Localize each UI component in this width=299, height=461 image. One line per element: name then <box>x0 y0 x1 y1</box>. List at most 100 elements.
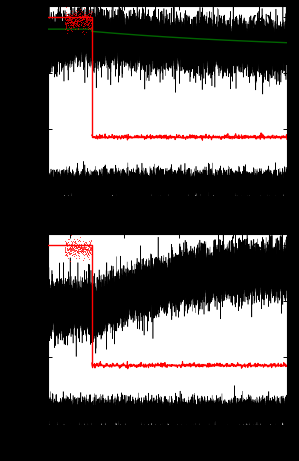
Point <box>78 12 83 20</box>
Point <box>68 19 73 26</box>
Point <box>69 241 74 248</box>
Point <box>80 16 85 23</box>
Point <box>63 247 68 254</box>
Point <box>70 27 75 35</box>
Point <box>89 10 94 18</box>
Point <box>72 240 77 248</box>
Point <box>86 249 91 257</box>
Point <box>71 236 76 243</box>
Point <box>82 252 86 259</box>
Point <box>78 14 83 22</box>
Point <box>85 248 90 255</box>
Point <box>86 12 90 19</box>
Point <box>75 18 80 25</box>
Point <box>84 15 89 22</box>
Point <box>87 15 92 22</box>
Point <box>88 12 93 20</box>
Point <box>67 242 72 249</box>
Point <box>72 249 77 256</box>
Point <box>77 247 82 254</box>
Point <box>70 245 75 252</box>
Point <box>72 18 77 25</box>
Point <box>71 245 76 252</box>
Point <box>71 18 75 26</box>
Point <box>76 12 81 19</box>
Point <box>85 17 90 24</box>
Point <box>76 242 81 249</box>
Point <box>71 15 76 22</box>
Point <box>79 18 84 25</box>
Point <box>70 21 74 29</box>
Point <box>75 22 80 30</box>
Point <box>86 245 90 252</box>
Point <box>66 14 71 21</box>
Point <box>85 18 90 26</box>
Point <box>80 13 85 21</box>
Point <box>70 7 75 14</box>
Point <box>85 245 89 252</box>
Point <box>83 12 88 19</box>
Point <box>79 247 84 254</box>
Point <box>89 19 94 27</box>
Point <box>89 24 93 31</box>
Point <box>80 247 84 254</box>
Point <box>74 242 78 249</box>
Point <box>64 248 68 256</box>
Point <box>65 242 70 249</box>
Point <box>88 16 93 24</box>
Point <box>73 246 78 253</box>
Point <box>85 20 90 27</box>
Point <box>77 12 82 20</box>
Point <box>86 15 91 22</box>
Point <box>89 241 93 248</box>
Point <box>64 23 68 30</box>
Point <box>73 20 77 27</box>
Point <box>84 16 89 23</box>
Point <box>71 23 76 30</box>
Point <box>83 245 88 253</box>
Point <box>70 243 75 250</box>
Point <box>64 239 68 246</box>
Point <box>82 255 87 262</box>
Point <box>85 245 90 253</box>
Point <box>71 18 76 26</box>
Point <box>81 250 86 257</box>
Point <box>83 246 88 254</box>
Point <box>82 247 87 254</box>
Point <box>68 12 72 19</box>
Point <box>73 243 78 250</box>
Point <box>69 246 74 254</box>
Point <box>81 14 86 22</box>
Point <box>62 19 67 27</box>
Point <box>79 244 83 252</box>
Point <box>62 244 67 251</box>
Point <box>63 245 68 253</box>
Point <box>76 18 81 25</box>
Point <box>77 18 82 25</box>
Point <box>89 15 94 23</box>
Point <box>68 247 73 254</box>
Point <box>82 16 86 23</box>
Point <box>85 21 89 28</box>
Point <box>89 247 94 254</box>
Point <box>67 245 72 253</box>
Point <box>83 19 87 26</box>
Point <box>77 254 82 261</box>
Point <box>72 10 77 18</box>
Point <box>84 250 89 258</box>
Point <box>89 19 94 27</box>
Point <box>79 21 84 29</box>
Point <box>87 240 91 248</box>
Point <box>66 249 71 256</box>
Point <box>85 246 90 254</box>
Point <box>78 248 83 255</box>
Point <box>87 244 92 252</box>
Point <box>68 247 72 254</box>
Point <box>84 13 89 21</box>
Point <box>73 242 78 250</box>
Point <box>69 15 74 22</box>
Point <box>64 239 69 247</box>
Y-axis label: ΔR(a.u.): ΔR(a.u.) <box>6 307 16 352</box>
Point <box>77 12 82 19</box>
Point <box>81 15 86 23</box>
